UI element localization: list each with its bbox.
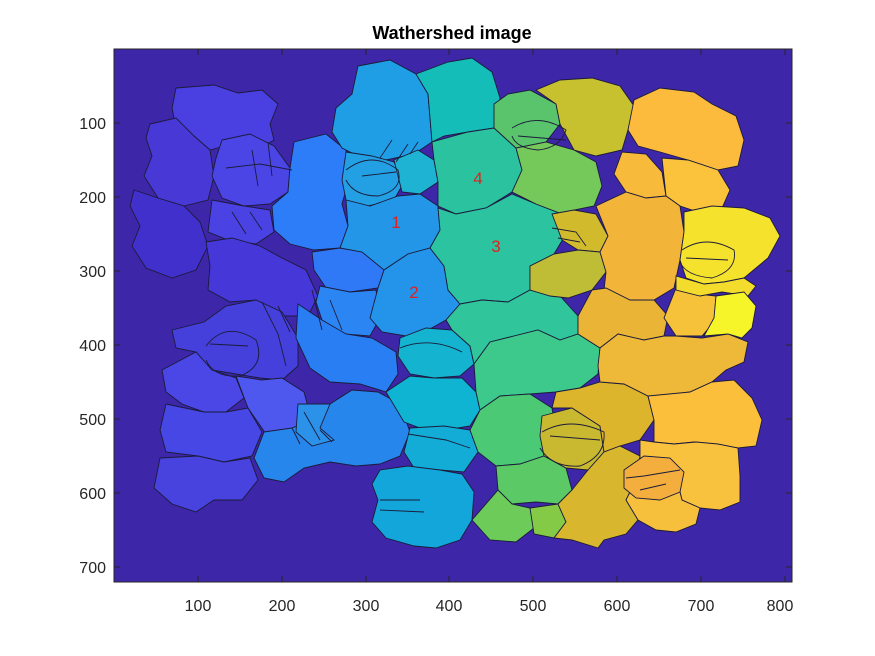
cell: [161, 351, 245, 413]
cell: [431, 127, 523, 215]
cell: [675, 275, 757, 297]
x-tick-label: 500: [520, 598, 547, 615]
cell: [403, 425, 479, 473]
region-label: 3: [491, 237, 500, 256]
cell: [703, 291, 757, 339]
x-tick-label: 300: [353, 598, 380, 615]
x-tick-label: 100: [185, 598, 212, 615]
cell: [159, 403, 263, 463]
cell: [597, 333, 749, 397]
region-label: 2: [409, 283, 418, 302]
x-tick-label: 700: [688, 598, 715, 615]
cell: [295, 303, 399, 393]
cell: [577, 287, 669, 349]
cell: [129, 189, 209, 279]
y-tick-label: 600: [79, 486, 106, 503]
y-tick-label: 200: [79, 190, 106, 207]
cell: [143, 117, 215, 207]
y-axis: 100 200 300 400 500 600 700: [79, 116, 792, 577]
cell: [153, 455, 259, 513]
cell: [211, 133, 291, 207]
x-tick-label: 800: [767, 598, 794, 615]
cell: [627, 87, 745, 171]
axes-frame: [113, 48, 793, 583]
y-tick-label: 700: [79, 560, 106, 577]
cell: [207, 199, 275, 245]
cell: [623, 455, 685, 501]
x-axis: 100 200 300 400 500 600 700 800: [185, 49, 794, 615]
cell: [595, 191, 685, 301]
cell: [511, 141, 603, 215]
y-tick-label: 100: [79, 116, 106, 133]
y-tick-label: 400: [79, 338, 106, 355]
cell: [371, 465, 475, 549]
y-tick-label: 500: [79, 412, 106, 429]
y-tick-label: 300: [79, 264, 106, 281]
cell: [493, 89, 561, 157]
cell: [315, 285, 381, 337]
cell: [535, 77, 635, 157]
cell: [679, 205, 781, 285]
segmentation-seams: [205, 120, 735, 513]
x-tick-label: 600: [604, 598, 631, 615]
region-label: 1: [391, 213, 400, 232]
figure-title: Wathershed image: [372, 23, 531, 43]
cell: [397, 327, 475, 379]
x-tick-label: 200: [269, 598, 296, 615]
region-label: 4: [473, 169, 482, 188]
x-tick-label: 400: [436, 598, 463, 615]
segmented-cells: [129, 57, 781, 549]
cell: [529, 249, 607, 299]
